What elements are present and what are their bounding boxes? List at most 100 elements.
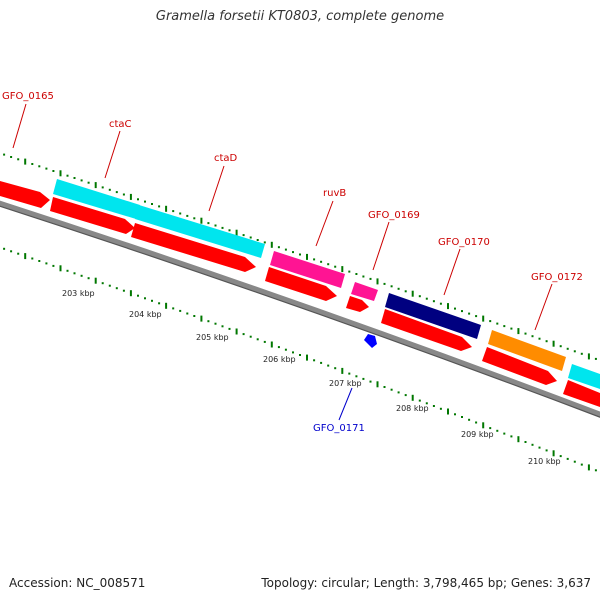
gene-label-ctaD[interactable]: ctaD: [214, 153, 238, 164]
minor-tick: [172, 307, 175, 310]
leader-ruvB: [315, 200, 334, 247]
minor-tick: [45, 262, 48, 265]
major-tick: [411, 394, 414, 401]
minor-tick: [263, 340, 266, 343]
leader-GFO_0171: [338, 387, 353, 421]
minor-tick: [489, 427, 492, 430]
minor-tick: [383, 282, 386, 285]
major-tick: [482, 422, 485, 429]
minor-tick: [299, 253, 301, 256]
genome-backbone-shade: [0, 205, 600, 418]
minor-tick: [115, 191, 118, 194]
minor-tick: [545, 449, 548, 452]
minor-tick: [468, 312, 471, 315]
minor-tick: [355, 375, 358, 378]
gene-label-GFO_0170[interactable]: GFO_0170: [438, 237, 490, 248]
cds-arrow-1[interactable]: [50, 197, 135, 234]
minor-tick: [277, 246, 280, 249]
minor-tick: [193, 217, 196, 220]
gene-label-GFO_0171[interactable]: GFO_0171: [313, 423, 365, 434]
ruler-label: 208 kbp: [396, 404, 429, 413]
minor-tick: [214, 224, 217, 227]
minor-tick: [292, 251, 294, 254]
minor-tick: [369, 277, 372, 280]
minor-tick: [193, 315, 196, 317]
gene-block-GFO_0170[interactable]: [385, 293, 481, 339]
major-tick: [341, 367, 344, 374]
minor-tick: [369, 380, 372, 383]
major-tick: [411, 290, 414, 297]
minor-tick: [348, 270, 351, 273]
gene-block-GFO_0172[interactable]: [488, 330, 566, 371]
cds-arrow-3[interactable]: [265, 267, 337, 301]
minor-tick: [538, 446, 541, 449]
gene-label-ruvB[interactable]: ruvB: [323, 188, 346, 199]
gene-label-GFO_0169[interactable]: GFO_0169: [368, 210, 420, 221]
gene-label-ctaC[interactable]: ctaC: [109, 119, 132, 130]
minor-tick: [10, 156, 13, 158]
minor-tick: [66, 174, 69, 177]
major-tick: [59, 265, 62, 272]
minor-tick: [461, 310, 463, 313]
major-tick: [165, 205, 168, 212]
minor-tick: [404, 290, 407, 293]
leader-ctaD: [208, 165, 225, 212]
minor-tick: [510, 327, 513, 330]
minor-tick: [115, 287, 118, 290]
cds-arrow-4[interactable]: [346, 296, 369, 312]
minor-tick: [510, 435, 513, 438]
cds-arrow-6[interactable]: [482, 347, 557, 385]
minor-tick: [38, 260, 41, 262]
gene-block-cyan-right[interactable]: [568, 364, 600, 389]
minor-tick: [538, 337, 541, 340]
minor-tick: [221, 226, 224, 229]
minor-tick: [418, 295, 421, 298]
gene-block-ctaD[interactable]: [135, 205, 265, 258]
minor-tick: [3, 153, 6, 156]
minor-tick: [348, 372, 351, 375]
minor-tick: [80, 274, 83, 277]
minor-tick: [31, 163, 34, 165]
major-tick: [200, 315, 203, 322]
minor-tick: [475, 315, 478, 318]
minor-tick: [31, 257, 34, 260]
leader-lines: [12, 103, 553, 421]
minor-tick: [17, 158, 20, 161]
map-title: Gramella forsetii KT0803, complete genom…: [155, 9, 445, 24]
gene-block-ctaC[interactable]: [53, 179, 140, 219]
major-tick: [482, 315, 485, 322]
minor-tick: [496, 322, 499, 325]
leader-GFO_0165: [12, 103, 27, 149]
minor-tick: [531, 443, 534, 446]
minor-tick: [284, 348, 287, 351]
minor-tick: [362, 275, 365, 278]
outer-dotted-ring: [3, 153, 597, 360]
minor-tick: [10, 250, 13, 253]
cds-arrow-2[interactable]: [131, 223, 256, 272]
gene-block-GFO_0171[interactable]: [364, 334, 377, 348]
major-tick: [341, 266, 344, 273]
gene-block-GFO_0165[interactable]: [0, 181, 50, 208]
minor-tick: [334, 265, 337, 268]
minor-tick: [439, 302, 442, 305]
minor-tick: [221, 325, 224, 328]
minor-tick: [594, 357, 597, 360]
cds-arrow-5[interactable]: [381, 309, 472, 351]
minor-tick: [503, 325, 506, 328]
gene-label-GFO_0172[interactable]: GFO_0172: [531, 272, 583, 283]
minor-tick: [327, 364, 330, 367]
gene-label-GFO_0165[interactable]: GFO_0165: [2, 91, 54, 102]
minor-tick: [489, 320, 492, 323]
ruler-label: 205 kbp: [196, 333, 229, 342]
cds-arrow-7[interactable]: [563, 380, 600, 407]
minor-tick: [432, 405, 435, 407]
major-tick: [129, 290, 132, 297]
gene-block-GFO_0169[interactable]: [351, 282, 378, 301]
ruler-label: 203 kbp: [62, 289, 95, 298]
minor-tick: [207, 320, 210, 323]
minor-tick: [454, 413, 456, 416]
minor-tick: [207, 222, 210, 225]
minor-tick: [38, 165, 41, 168]
gene-block-ruvB[interactable]: [270, 251, 345, 288]
